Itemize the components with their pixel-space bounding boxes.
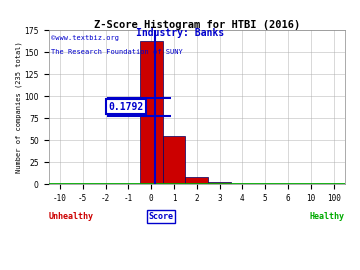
Bar	[185, 177, 208, 184]
Text: 0.1792: 0.1792	[108, 102, 143, 112]
Bar	[162, 136, 185, 184]
Text: ©www.textbiz.org: ©www.textbiz.org	[51, 35, 120, 41]
Bar	[140, 41, 162, 184]
Y-axis label: Number of companies (235 total): Number of companies (235 total)	[15, 42, 22, 173]
Text: Score: Score	[149, 212, 174, 221]
Text: Healthy: Healthy	[310, 212, 345, 221]
Bar	[208, 182, 231, 184]
Text: The Research Foundation of SUNY: The Research Foundation of SUNY	[51, 49, 183, 55]
Title: Z-Score Histogram for HTBI (2016): Z-Score Histogram for HTBI (2016)	[94, 21, 300, 31]
Text: Industry: Banks: Industry: Banks	[136, 28, 224, 38]
Text: Unhealthy: Unhealthy	[49, 212, 94, 221]
